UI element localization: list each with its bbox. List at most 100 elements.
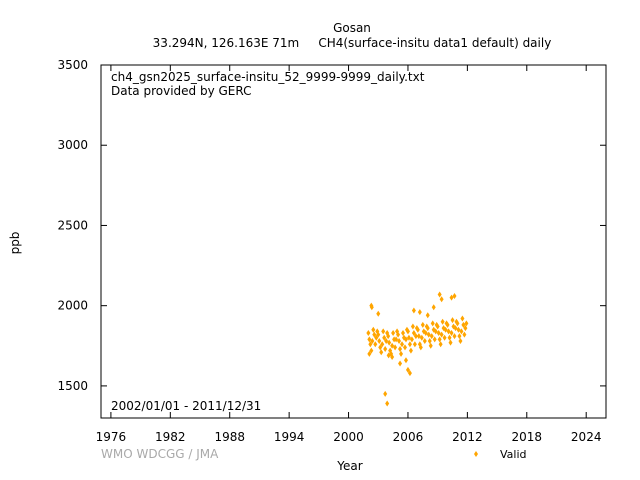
- data-point: [437, 336, 442, 343]
- data-point: [425, 325, 430, 332]
- data-point: [457, 333, 462, 340]
- data-point: [439, 331, 444, 338]
- x-tick-label: 1994: [274, 430, 305, 444]
- data-point: [405, 328, 410, 335]
- data-point: [405, 366, 410, 373]
- x-tick-label: 2006: [393, 430, 424, 444]
- data-point: [369, 304, 374, 311]
- data-point: [401, 329, 406, 336]
- data-point: [413, 333, 418, 340]
- plot-frame: [100, 64, 607, 419]
- data-point: [400, 341, 405, 348]
- data-point: [449, 329, 454, 336]
- data-point: [463, 325, 468, 332]
- data-point: [390, 354, 395, 361]
- y-tick-label: 3000: [57, 138, 88, 152]
- data-point: [372, 331, 377, 338]
- data-point: [435, 323, 440, 330]
- data-point: [439, 296, 444, 303]
- data-point: [377, 337, 382, 344]
- data-point: [385, 400, 390, 407]
- data-point: [410, 323, 415, 330]
- data-point: [433, 328, 438, 335]
- data-point: [396, 331, 401, 338]
- data-point: [419, 334, 424, 341]
- data-point: [425, 312, 430, 319]
- y-axis-label: ppb: [8, 232, 22, 255]
- x-axis: 1976 1982 1988 1994 2000 2006 2012 2018 2024: [96, 65, 602, 444]
- data-point: [416, 333, 421, 340]
- data-point: [411, 307, 416, 314]
- data-point: [443, 326, 448, 333]
- chart-subtitle: 33.294N, 126.163E 71m CH4(surface-insitu…: [153, 36, 552, 50]
- data-point: [426, 331, 431, 338]
- data-point: [376, 310, 381, 317]
- data-point: [380, 341, 385, 348]
- legend-marker: [474, 451, 478, 457]
- data-point: [461, 321, 466, 328]
- data-point: [367, 336, 372, 343]
- data-point: [382, 334, 387, 341]
- data-point: [445, 321, 450, 328]
- data-point: [374, 334, 379, 341]
- data-point: [394, 336, 399, 343]
- data-point: [455, 320, 460, 327]
- data-point: [462, 331, 467, 338]
- data-point: [386, 333, 391, 340]
- data-point: [437, 291, 442, 298]
- data-point: [449, 294, 454, 301]
- file-label: ch4_gsn2025_surface-insitu_52_9999-9999_…: [111, 70, 425, 84]
- data-point: [411, 329, 416, 336]
- data-point: [452, 293, 457, 300]
- data-point: [452, 333, 457, 340]
- valid-series: [366, 291, 469, 407]
- data-point: [373, 341, 378, 348]
- data-point: [406, 334, 411, 341]
- data-point: [431, 304, 436, 311]
- chart-title: Gosan: [333, 21, 371, 35]
- data-point: [399, 350, 404, 357]
- data-point: [369, 347, 374, 354]
- data-point: [418, 344, 423, 351]
- data-point: [460, 315, 465, 322]
- data-point: [422, 337, 427, 344]
- data-point: [398, 346, 403, 353]
- data-point: [376, 331, 381, 338]
- data-point: [428, 342, 433, 349]
- data-point: [409, 336, 414, 343]
- data-point: [393, 344, 398, 351]
- x-tick-label: 1976: [96, 430, 127, 444]
- data-point: [446, 328, 451, 335]
- legend-label: Valid: [500, 448, 527, 461]
- data-point: [383, 346, 388, 353]
- data-point: [429, 333, 434, 340]
- data-point: [464, 320, 469, 327]
- data-point: [367, 350, 372, 357]
- data-point: [458, 337, 463, 344]
- legend: Valid: [474, 448, 527, 461]
- data-point: [402, 344, 407, 351]
- data-point: [381, 328, 386, 335]
- data-point: [398, 360, 403, 367]
- y-tick-label: 3500: [57, 58, 88, 72]
- data-point: [407, 341, 412, 348]
- x-tick-label: 2024: [571, 430, 602, 444]
- data-point: [386, 352, 391, 359]
- x-axis-label: Year: [336, 459, 362, 473]
- data-point: [440, 318, 445, 325]
- y-axis: 1500 2000 2500 3000 3500: [57, 58, 606, 393]
- x-tick-label: 1988: [214, 430, 245, 444]
- data-point: [390, 342, 395, 349]
- data-point: [403, 336, 408, 343]
- data-point: [438, 341, 443, 348]
- period-label: 2002/01/01 - 2011/12/31: [111, 399, 261, 413]
- provider-label: Data provided by GERC: [111, 84, 252, 98]
- data-point: [448, 339, 453, 346]
- data-point: [407, 370, 412, 377]
- data-point: [412, 341, 417, 348]
- data-point: [378, 344, 383, 351]
- data-point: [415, 326, 420, 333]
- data-point: [379, 349, 384, 356]
- data-point: [432, 336, 437, 343]
